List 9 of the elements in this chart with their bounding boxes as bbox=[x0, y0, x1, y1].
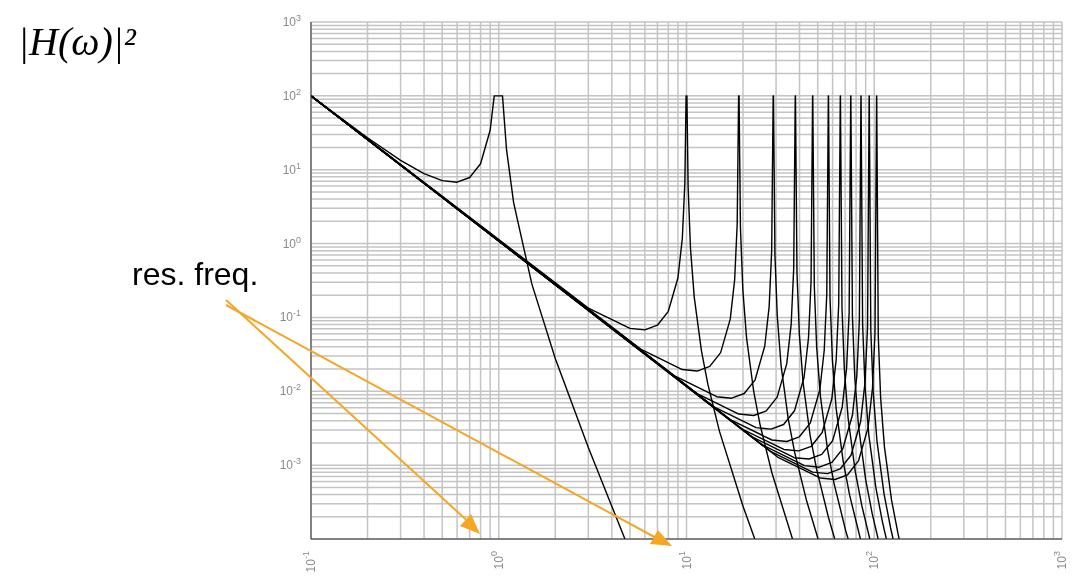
y-tick-label: 10$^{0}$ bbox=[282, 234, 301, 251]
y-axis-title: |H(ω)|² bbox=[18, 18, 136, 65]
y-tick-label: 10$^{2}$ bbox=[282, 86, 301, 103]
y-tick-label: 10$^{1}$ bbox=[282, 160, 301, 177]
y-tick-label: 10$^{3}$ bbox=[282, 13, 301, 29]
y-tick-label: 10$^{-3}$ bbox=[279, 456, 301, 473]
text: res. freq. bbox=[132, 256, 259, 293]
y-tick-label: 10$^{-1}$ bbox=[279, 308, 301, 325]
y-tick-label: 10$^{-2}$ bbox=[279, 382, 301, 399]
